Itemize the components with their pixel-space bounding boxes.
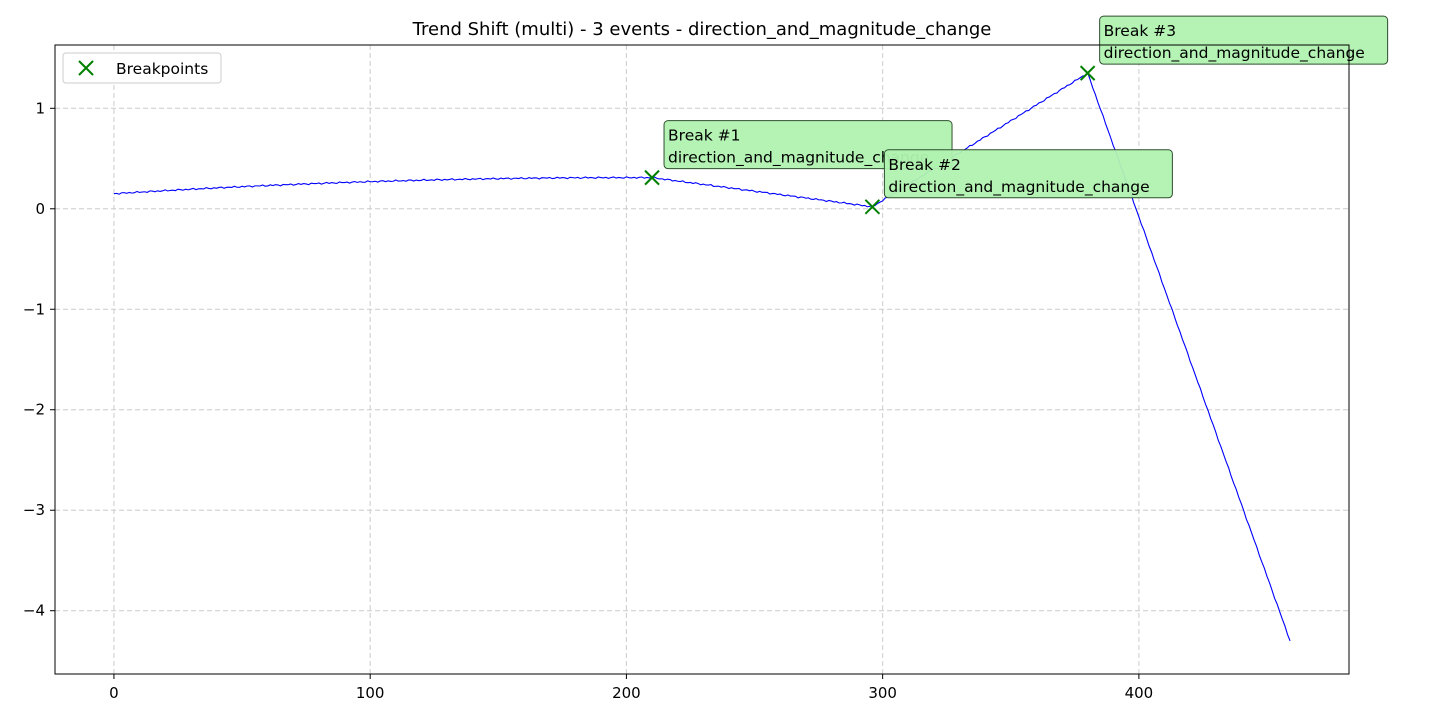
y-tick-label: 0 [35, 200, 45, 218]
annotation-box [883, 149, 1173, 199]
series-line [113, 71, 1291, 642]
annotations: Break #1direction_and_magnitude_changeBr… [663, 15, 1389, 199]
y-tick-label: −2 [23, 401, 45, 419]
x-tick-label: 0 [109, 684, 119, 702]
x-tick-label: 400 [1125, 684, 1154, 702]
marker-stroke [1079, 65, 1096, 81]
legend-marker [78, 60, 94, 76]
x-tick-label: 300 [868, 684, 897, 702]
chart-title: Trend Shift (multi) - 3 events - directi… [412, 19, 992, 40]
y-tick-label: 1 [35, 99, 45, 117]
breakpoint-markers [644, 65, 1096, 215]
legend: Breakpoints [62, 52, 222, 84]
annotation-label: direction_and_magnitude_change [888, 178, 1149, 197]
series-line-group [113, 71, 1291, 642]
breakpoint-marker [644, 169, 660, 186]
annotation-break-2: Break #2 direction_and_magnitude_change [883, 149, 1173, 199]
marker-stroke [644, 169, 660, 186]
plot-frame [54, 44, 1350, 675]
annotation-break-3: Break #3 direction_and_magnitude_change [1099, 15, 1389, 65]
annotation-title: Break #1 [668, 127, 740, 145]
y-tick-label: −4 [23, 602, 45, 620]
marker-stroke [864, 199, 881, 215]
x-tick-label: 100 [356, 684, 385, 702]
y-tick-label: −3 [23, 501, 45, 519]
annotation-title: Break #3 [1104, 22, 1176, 40]
breakpoint-marker [1079, 65, 1096, 81]
legend-box [62, 52, 222, 84]
annotation-break-1: Break #1 direction_and_magnitude_change [663, 120, 953, 170]
y-tick-label: −1 [23, 300, 45, 318]
legend-label: Breakpoints [116, 60, 208, 78]
axis-ticks: 0 100 200 300 400 1 0 −1 −2 −3 −4 [23, 99, 1153, 702]
breakpoint-marker [864, 199, 881, 215]
annotation-box [663, 120, 953, 170]
annotation-label: direction_and_magnitude_change [1104, 44, 1365, 63]
annotation-title: Break #2 [888, 156, 960, 174]
x-tick-label: 200 [612, 684, 641, 702]
annotation-label: direction_and_magnitude_change [668, 149, 929, 168]
annotation-box [1099, 15, 1389, 65]
